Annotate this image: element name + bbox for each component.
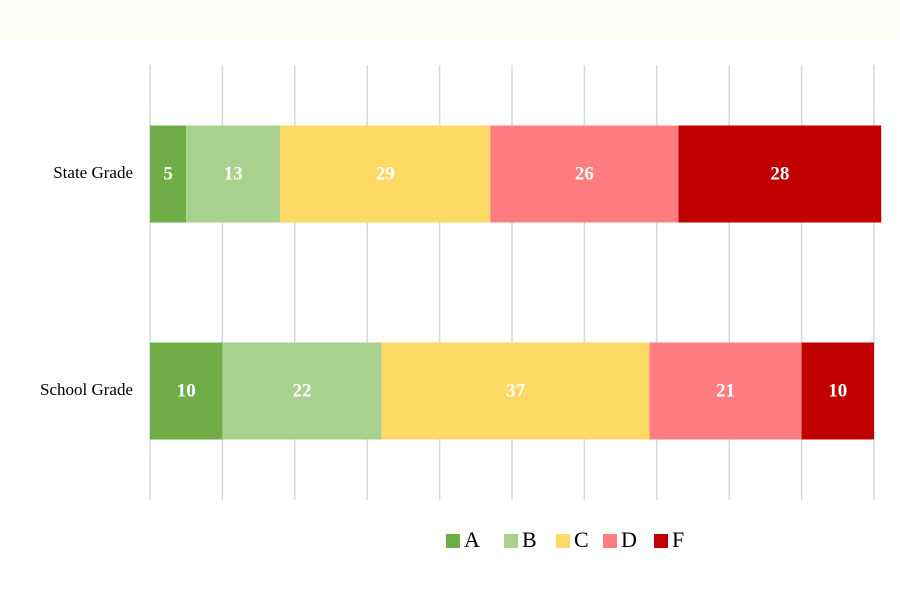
value-label: 10	[177, 380, 196, 401]
bar-segment	[150, 342, 223, 440]
value-label: 10	[828, 380, 847, 401]
legend-swatch	[603, 534, 617, 548]
legend-swatch	[654, 534, 668, 548]
bar-segment	[490, 125, 679, 223]
legend-swatch	[556, 534, 570, 548]
category-label: State Grade	[53, 163, 133, 182]
value-label: 21	[716, 380, 735, 401]
legend-swatch	[504, 534, 518, 548]
bar-segment	[381, 342, 650, 440]
header-band	[0, 0, 900, 38]
legend-label: B	[522, 527, 537, 552]
value-label: 5	[163, 163, 173, 184]
bar-segment	[649, 342, 802, 440]
value-label: 13	[224, 163, 243, 184]
value-label: 26	[575, 163, 594, 184]
value-label: 22	[293, 380, 312, 401]
bar-segment	[678, 125, 882, 223]
legend-label: D	[621, 527, 637, 552]
bar-segment	[801, 342, 874, 440]
bar-segment	[150, 125, 187, 223]
value-label: 37	[506, 380, 526, 401]
category-label: School Grade	[40, 380, 133, 399]
legend-label: C	[574, 527, 589, 552]
value-label: 28	[770, 163, 789, 184]
legend-label: A	[464, 527, 480, 552]
legend-swatch	[446, 534, 460, 548]
bar-segment	[186, 125, 281, 223]
value-label: 29	[376, 163, 395, 184]
bar-segment	[280, 125, 491, 223]
bar-segment	[222, 342, 382, 440]
legend-label: F	[672, 527, 684, 552]
